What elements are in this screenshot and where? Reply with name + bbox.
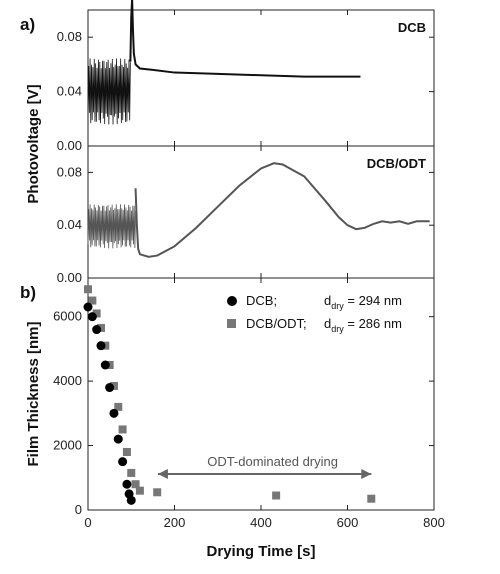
point-dcb-odt <box>272 491 281 500</box>
x-tick-label: 400 <box>250 515 272 530</box>
point-dcb-odt <box>114 402 123 411</box>
point-dcb-odt <box>109 381 118 390</box>
y-tick-label: 0.00 <box>57 270 82 285</box>
legend-series-name: DCB; <box>246 293 277 308</box>
legend-marker-dcb-odt <box>227 319 236 328</box>
plot-frame <box>87 9 435 147</box>
plot-frame <box>87 277 435 511</box>
legend-series-name: DCB/ODT; <box>246 316 307 331</box>
panel-letter: a) <box>20 15 35 34</box>
y-tick-label: 0.04 <box>57 84 82 99</box>
panel-letter: b) <box>20 283 36 302</box>
annotation-arrow-head-left <box>157 469 168 480</box>
x-axis-title: Drying Time [s] <box>207 543 316 560</box>
legend-value-prefix: d <box>324 293 331 308</box>
x-tick-label: 800 <box>423 515 445 530</box>
point-dcb-odt <box>127 468 136 477</box>
panel-series-label: DCB <box>398 20 426 35</box>
y-tick-label: 6000 <box>53 309 82 324</box>
point-dcb <box>113 434 123 444</box>
point-dcb-odt <box>88 296 97 305</box>
point-dcb <box>87 312 97 322</box>
point-dcb-odt <box>135 486 144 495</box>
y-axis-title-film-thickness: Film Thickness [nm] <box>25 321 42 466</box>
y-axis-title-photovoltage: Photovoltage [V] <box>25 84 42 203</box>
legend-value-subscript: dry <box>331 301 344 311</box>
point-dcb <box>92 325 102 335</box>
legend-value-prefix: d <box>324 316 331 331</box>
panel-a-photovoltage-dcb: 0.00 0.04 0.08 DCB a) <box>20 0 435 153</box>
y-tick-label: 4000 <box>53 373 82 388</box>
point-dcb-odt <box>118 425 127 434</box>
x-tick-label: 0 <box>84 515 91 530</box>
panel-photovoltage-dcb-odt: 0.00 0.04 0.08 DCB/ODT <box>57 145 435 285</box>
point-dcb <box>96 341 106 351</box>
point-dcb <box>126 495 136 505</box>
series-line <box>134 162 430 258</box>
point-dcb-odt <box>131 480 140 489</box>
x-tick-label: 600 <box>337 515 359 530</box>
point-dcb-odt <box>153 488 162 497</box>
legend-entry: DCB; ddry = 294 nm <box>246 293 402 311</box>
y-tick-label: 0.08 <box>57 164 82 179</box>
oscillation-trace <box>87 58 131 125</box>
panel-b-film-thickness: 0 2000 4000 6000 0 200 400 600 800 ODT-dominated … <box>20 277 445 560</box>
legend-marker-dcb <box>227 296 237 306</box>
legend-value-suffix: = 294 nm <box>344 293 402 308</box>
x-tick-label: 200 <box>164 515 186 530</box>
legend-entry: DCB/ODT; ddry = 286 nm <box>246 316 402 334</box>
legend-value-suffix: = 286 nm <box>344 316 402 331</box>
point-dcb-odt <box>96 323 105 332</box>
oscillation-trace <box>87 204 136 249</box>
annotation-text: ODT-dominated drying <box>207 454 338 469</box>
point-dcb <box>122 479 132 489</box>
point-dcb-odt <box>367 494 376 503</box>
y-tick-label: 0.08 <box>57 29 82 44</box>
point-dcb-odt <box>84 285 92 294</box>
point-dcb <box>118 457 128 467</box>
panel-series-label: DCB/ODT <box>367 156 426 171</box>
point-dcb <box>100 360 110 370</box>
point-dcb-odt <box>92 309 101 318</box>
y-tick-label: 0.04 <box>57 217 82 232</box>
y-tick-label: 0.00 <box>57 138 82 153</box>
y-tick-label: 0 <box>75 502 82 517</box>
y-tick-label: 2000 <box>53 438 82 453</box>
point-dcb <box>109 408 119 418</box>
annotation-arrow-head-right <box>361 469 372 480</box>
legend-value-subscript: dry <box>331 324 344 334</box>
point-dcb <box>105 383 115 393</box>
shared-axis-labels: Photovoltage [V] <box>25 84 42 203</box>
point-dcb <box>83 302 93 312</box>
point-dcb-odt <box>122 448 131 456</box>
series-line <box>129 0 361 78</box>
